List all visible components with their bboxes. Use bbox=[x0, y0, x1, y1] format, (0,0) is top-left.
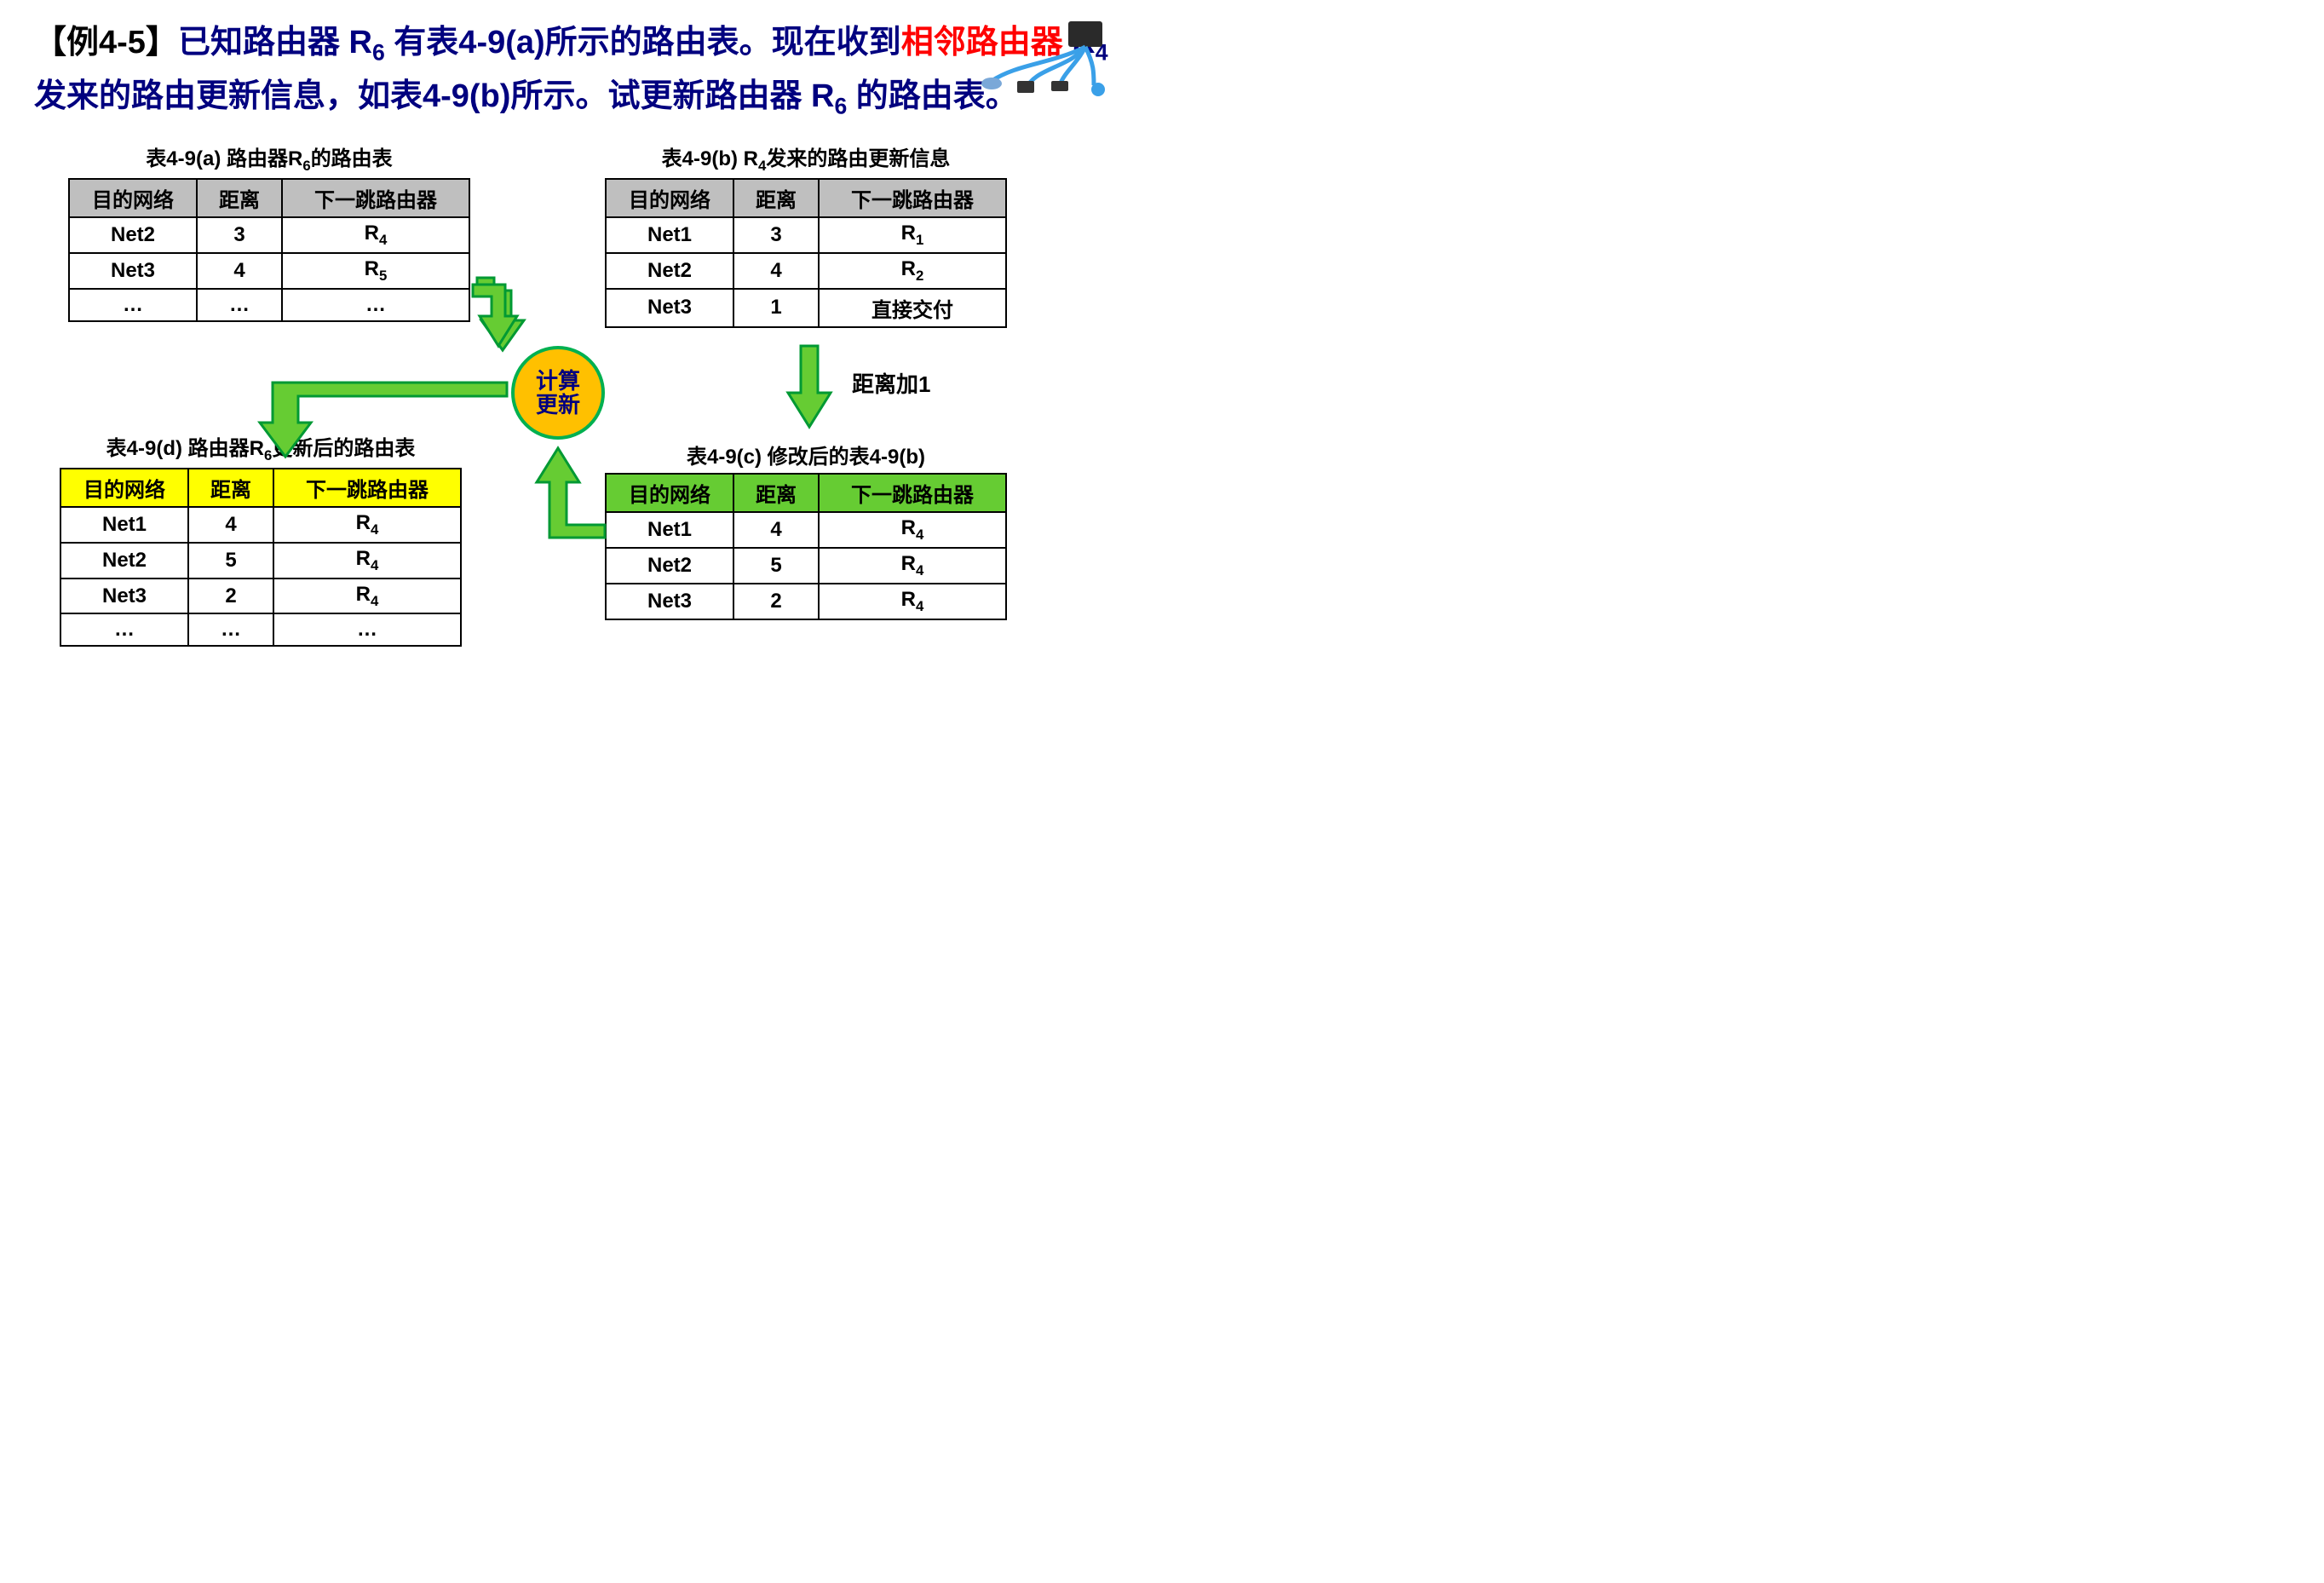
arrow-a-to-circle bbox=[473, 278, 532, 354]
table-row: Net34R5 bbox=[69, 253, 469, 289]
table-a-caption: 表4-9(a) 路由器R6的路由表 bbox=[68, 141, 470, 175]
title-part1a: 已知路由器 R bbox=[178, 25, 372, 60]
problem-statement: 【例4-5】已知路由器 R6 有表4-9(a)所示的路由表。现在收到相邻路由器 … bbox=[34, 17, 1128, 124]
table-row: Net14R4 bbox=[60, 507, 461, 543]
calc-circle: 计算 更新 bbox=[511, 346, 605, 440]
tables-area: 表4-9(a) 路由器R6的路由表 目的网络 距离 下一跳路由器 Net23R4… bbox=[34, 141, 1128, 670]
table-b-caption: 表4-9(b) R4发来的路由更新信息 bbox=[605, 141, 1007, 175]
table-row: ……… bbox=[60, 613, 461, 646]
network-icon bbox=[966, 17, 1119, 102]
arrow-b-to-c bbox=[784, 346, 835, 431]
table-c-block: 表4-9(c) 修改后的表4-9(b) 目的网络 距离 下一跳路由器 Net14… bbox=[605, 440, 1007, 619]
calc-line1: 计算 bbox=[536, 369, 580, 394]
table-row: Net32R4 bbox=[606, 584, 1006, 619]
table-row: Net32R4 bbox=[60, 579, 461, 614]
table-row: Net25R4 bbox=[60, 543, 461, 579]
table-row: ……… bbox=[69, 289, 469, 321]
title-sub1: 6 bbox=[372, 40, 385, 66]
table-d: 目的网络 距离 下一跳路由器 Net14R4Net25R4Net32R4……… bbox=[60, 468, 462, 647]
table-row: Net13R1 bbox=[606, 217, 1006, 253]
table-row: Net24R2 bbox=[606, 253, 1006, 289]
table-row: Net31直接交付 bbox=[606, 289, 1006, 327]
calc-line2: 更新 bbox=[536, 393, 580, 417]
arrow-circle-to-d bbox=[251, 376, 515, 461]
table-row: Net23R4 bbox=[69, 217, 469, 253]
table-b-header: 目的网络 距离 下一跳路由器 bbox=[606, 179, 1006, 217]
table-c: 目的网络 距离 下一跳路由器 Net14R4Net25R4Net32R4 bbox=[605, 473, 1007, 619]
table-a-block: 表4-9(a) 路由器R6的路由表 目的网络 距离 下一跳路由器 Net23R4… bbox=[68, 141, 470, 321]
table-a: 目的网络 距离 下一跳路由器 Net23R4Net34R5……… bbox=[68, 178, 470, 322]
table-row: Net25R4 bbox=[606, 548, 1006, 584]
arrow-c-to-circle bbox=[532, 448, 618, 542]
title-part2b: 发来的路由更新信息，如表4-9(b)所示。试更新路由器 R bbox=[34, 78, 834, 114]
distance-plus-one-label: 距离加1 bbox=[852, 367, 930, 399]
table-row: Net14R4 bbox=[606, 512, 1006, 548]
table-a-header: 目的网络 距离 下一跳路由器 bbox=[69, 179, 469, 217]
title-sub3: 6 bbox=[834, 94, 847, 119]
title-prefix: 【例4-5】 bbox=[34, 25, 178, 60]
table-b-block: 表4-9(b) R4发来的路由更新信息 目的网络 距离 下一跳路由器 Net13… bbox=[605, 141, 1007, 327]
title-part1b: 有表4-9(a)所示的路由表。现在收到 bbox=[385, 25, 901, 60]
table-d-block: 表4-9(d) 路由器R6更新后的路由表 目的网络 距离 下一跳路由器 Net1… bbox=[60, 431, 462, 647]
table-b: 目的网络 距离 下一跳路由器 Net13R1Net24R2Net31直接交付 bbox=[605, 178, 1007, 328]
table-c-header: 目的网络 距离 下一跳路由器 bbox=[606, 474, 1006, 512]
table-c-caption: 表4-9(c) 修改后的表4-9(b) bbox=[605, 440, 1007, 469]
table-d-header: 目的网络 距离 下一跳路由器 bbox=[60, 469, 461, 507]
